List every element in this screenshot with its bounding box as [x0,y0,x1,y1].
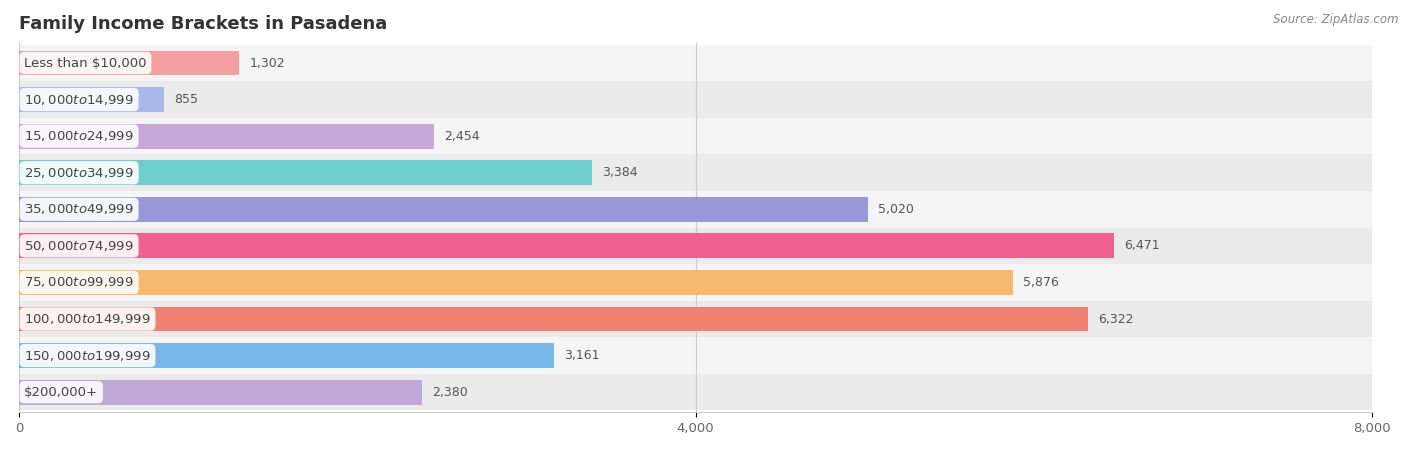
Bar [20,264,1372,301]
Text: $50,000 to $74,999: $50,000 to $74,999 [24,239,134,253]
Text: $75,000 to $99,999: $75,000 to $99,999 [24,275,134,289]
Bar [20,234,1114,258]
Bar [20,50,239,76]
Text: 3,384: 3,384 [602,166,637,179]
Bar [20,45,1372,81]
Text: 6,471: 6,471 [1123,239,1160,252]
Bar [20,380,422,405]
Bar [20,270,1012,295]
Text: $10,000 to $14,999: $10,000 to $14,999 [24,93,134,107]
Bar [20,197,868,222]
Text: 3,161: 3,161 [564,349,599,362]
Bar [20,306,1088,332]
Text: 855: 855 [174,93,198,106]
Text: $100,000 to $149,999: $100,000 to $149,999 [24,312,150,326]
Text: $15,000 to $24,999: $15,000 to $24,999 [24,129,134,143]
Bar [20,374,1372,410]
Bar [20,301,1372,338]
Bar [20,124,434,148]
Bar [20,154,1372,191]
Text: $200,000+: $200,000+ [24,386,98,399]
Text: 5,020: 5,020 [879,203,914,216]
Text: $150,000 to $199,999: $150,000 to $199,999 [24,349,150,363]
Bar [20,228,1372,264]
Text: 5,876: 5,876 [1024,276,1059,289]
Text: 6,322: 6,322 [1098,312,1135,325]
Bar [20,160,592,185]
Text: 2,454: 2,454 [444,130,479,143]
Bar [20,81,1372,118]
Text: Less than $10,000: Less than $10,000 [24,57,146,69]
Bar [20,338,1372,374]
Text: Family Income Brackets in Pasadena: Family Income Brackets in Pasadena [20,15,388,33]
Bar [20,343,554,368]
Bar [20,191,1372,228]
Text: 1,302: 1,302 [249,57,285,69]
Bar [20,87,163,112]
Text: 2,380: 2,380 [432,386,468,399]
Text: $25,000 to $34,999: $25,000 to $34,999 [24,166,134,180]
Bar [20,118,1372,154]
Text: $35,000 to $49,999: $35,000 to $49,999 [24,202,134,216]
Text: Source: ZipAtlas.com: Source: ZipAtlas.com [1274,14,1399,27]
